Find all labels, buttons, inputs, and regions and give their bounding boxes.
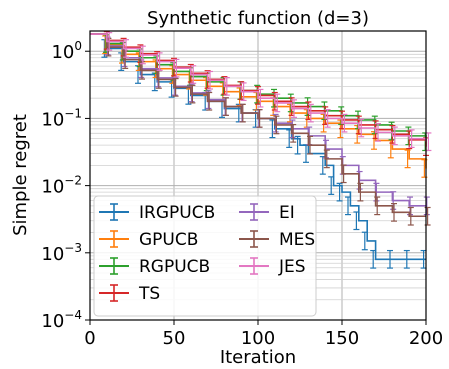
series-layer xyxy=(90,31,432,269)
legend-item-ts: TS xyxy=(99,284,160,304)
x-tick-label: 150 xyxy=(325,328,359,349)
legend-label: RGPUCB xyxy=(139,257,210,277)
legend-box xyxy=(93,195,317,317)
legend-item-ei: EI xyxy=(239,203,295,223)
legend-label: JES xyxy=(278,257,306,277)
x-tick-label: 100 xyxy=(241,328,275,349)
y-tick-label: 10−4 xyxy=(41,308,82,332)
legend: IRGPUCB GPUCB RGPUCB TS EI MES JES xyxy=(93,195,317,317)
series-line-jes xyxy=(90,33,427,142)
y-tick-label: 10−2 xyxy=(41,174,82,198)
legend-item-irgpucb: IRGPUCB xyxy=(99,203,215,223)
legend-label: TS xyxy=(138,284,160,304)
legend-item-gpucb: GPUCB xyxy=(99,230,198,250)
y-ticks: 10−4 10−3 10−2 10−1 100 xyxy=(41,39,90,332)
x-tick-label: 0 xyxy=(84,328,95,349)
x-ticks: 0 50 100 150 200 xyxy=(84,320,443,349)
y-tick-label: 10−3 xyxy=(41,241,82,265)
legend-item-mes: MES xyxy=(239,230,315,250)
legend-item-rgpucb: RGPUCB xyxy=(99,257,210,277)
legend-label: GPUCB xyxy=(139,230,198,250)
x-axis-label: Iteration xyxy=(220,347,296,368)
y-tick-label: 100 xyxy=(51,39,82,63)
x-tick-label: 50 xyxy=(163,328,186,349)
y-axis-label: Simple regret xyxy=(10,114,31,236)
series-line-mes xyxy=(90,33,426,218)
legend-label: IRGPUCB xyxy=(139,203,215,223)
y-tick-label: 10−1 xyxy=(41,106,82,130)
legend-item-jes: JES xyxy=(239,257,306,277)
legend-label: MES xyxy=(279,230,315,250)
legend-label: EI xyxy=(279,203,295,223)
x-tick-label: 200 xyxy=(409,328,443,349)
chart-title: Synthetic function (d=3) xyxy=(147,8,369,29)
